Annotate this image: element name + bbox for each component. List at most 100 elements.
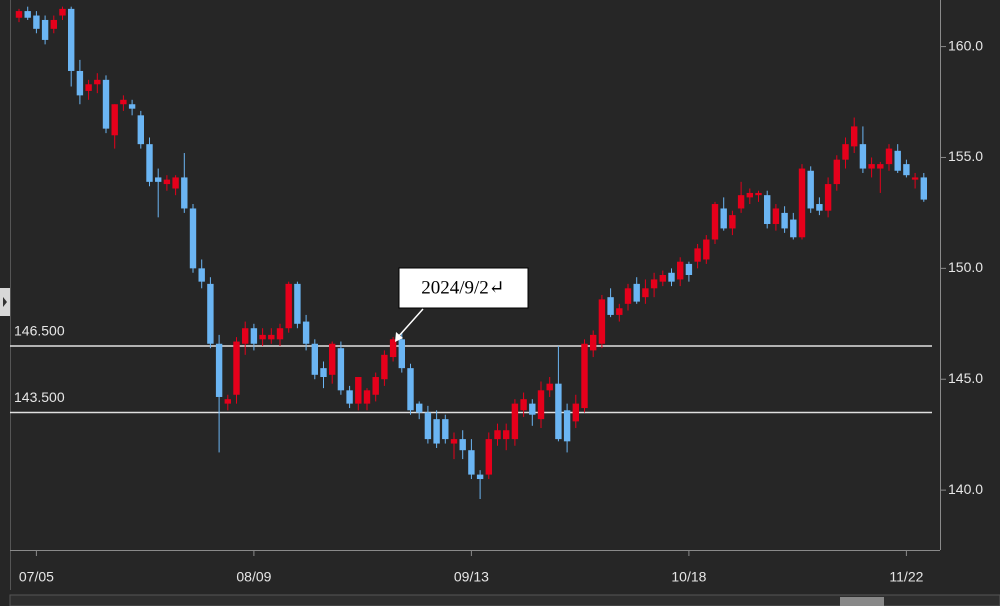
candle-body <box>920 177 927 200</box>
candle-body <box>355 377 362 404</box>
candle-body <box>329 343 336 375</box>
candle-body <box>755 192 762 196</box>
candle-body <box>381 354 388 380</box>
plot: 140.0 145.0 150.0 155.0 160.0 146.500 143.500 0… <box>10 6 983 585</box>
candle-body <box>685 263 693 275</box>
candle-body <box>416 403 423 413</box>
candle-body <box>520 399 527 411</box>
candle-body <box>494 430 501 440</box>
candle-body <box>320 368 327 378</box>
candle-body <box>581 343 588 409</box>
candle-body <box>398 339 405 369</box>
annotation-box <box>398 267 529 309</box>
candle-body <box>790 219 797 238</box>
candle-body <box>389 339 397 358</box>
candle-body <box>442 419 449 440</box>
candle-body <box>677 261 684 280</box>
candle-body <box>224 399 231 404</box>
y-tick-label: 140.0 <box>948 481 983 497</box>
candle-body <box>868 164 875 169</box>
candle-body <box>894 150 901 171</box>
candle-body <box>24 11 31 18</box>
annotation-arrow <box>397 308 424 338</box>
candle-body <box>424 412 432 440</box>
candle-body <box>824 184 832 211</box>
candle-body <box>607 297 614 315</box>
price-line-label: 146.500 <box>14 323 65 339</box>
candle-body <box>737 195 745 209</box>
candle-body <box>842 144 849 160</box>
candle-body <box>746 192 753 198</box>
candle-body <box>172 177 179 189</box>
candle-body <box>485 439 492 475</box>
candle-body <box>15 11 23 18</box>
candle-body <box>363 390 371 404</box>
candle-body <box>885 148 893 165</box>
scrollbar[interactable] <box>9 594 1000 606</box>
candle-body <box>511 403 519 440</box>
candle-body <box>633 283 640 302</box>
candle-body <box>816 204 823 211</box>
scrollbar-thumb[interactable] <box>840 597 884 606</box>
candle-body <box>407 368 414 411</box>
candle-body <box>137 115 144 145</box>
candle-body <box>468 450 475 475</box>
candle-body <box>189 208 197 269</box>
candle-body <box>598 299 606 344</box>
y-tick-label: 145.0 <box>948 370 983 386</box>
y-tick-label: 150.0 <box>948 259 983 275</box>
x-tick-label: 10/18 <box>671 569 706 585</box>
candle-body <box>650 279 658 289</box>
candle-body <box>146 144 153 182</box>
candle-body <box>68 8 75 71</box>
y-tick-label: 155.0 <box>948 148 983 164</box>
candle-body <box>781 212 788 229</box>
candle-body <box>616 308 623 315</box>
candle-body <box>311 343 318 375</box>
candle-body <box>764 195 771 224</box>
candle-body <box>181 177 188 209</box>
candle-body <box>346 390 353 404</box>
candle-body <box>259 334 266 340</box>
candle-body <box>711 204 719 240</box>
candle-body <box>33 15 40 29</box>
candle-body <box>215 343 223 397</box>
candle-body <box>807 170 814 209</box>
candle-body <box>242 328 249 344</box>
candle-body <box>85 84 92 91</box>
candle-body <box>503 430 510 440</box>
x-tick-label: 11/22 <box>889 569 923 585</box>
candle-body <box>729 215 736 229</box>
candle-body <box>59 8 66 16</box>
candle-body <box>476 474 484 480</box>
candle-body <box>285 283 292 329</box>
candle-body <box>555 383 562 440</box>
candle-body <box>772 208 780 224</box>
candle-body <box>529 403 536 415</box>
annotation-text: 2024/9/2↵ <box>421 277 504 298</box>
candle-body <box>276 328 284 340</box>
candle-body <box>572 403 579 422</box>
candle-body <box>450 439 458 444</box>
candle-body <box>337 348 345 391</box>
candle-body <box>41 19 49 40</box>
candle-body <box>851 126 858 147</box>
candle-body <box>50 19 57 29</box>
candle-body <box>720 208 727 229</box>
candle-body <box>155 177 162 182</box>
candle-body <box>546 383 553 391</box>
candle-body <box>590 334 597 351</box>
candle-body <box>250 328 258 344</box>
candle-body <box>372 377 379 395</box>
candle-body <box>703 239 710 260</box>
candle-body <box>563 410 571 442</box>
x-tick-label: 08/09 <box>236 569 271 585</box>
candle-body <box>694 248 701 262</box>
candle-body <box>659 275 666 282</box>
candle-body <box>111 104 118 136</box>
price-line-label: 143.500 <box>14 389 65 405</box>
candle-body <box>128 104 136 109</box>
x-tick-label: 09/13 <box>454 569 489 585</box>
